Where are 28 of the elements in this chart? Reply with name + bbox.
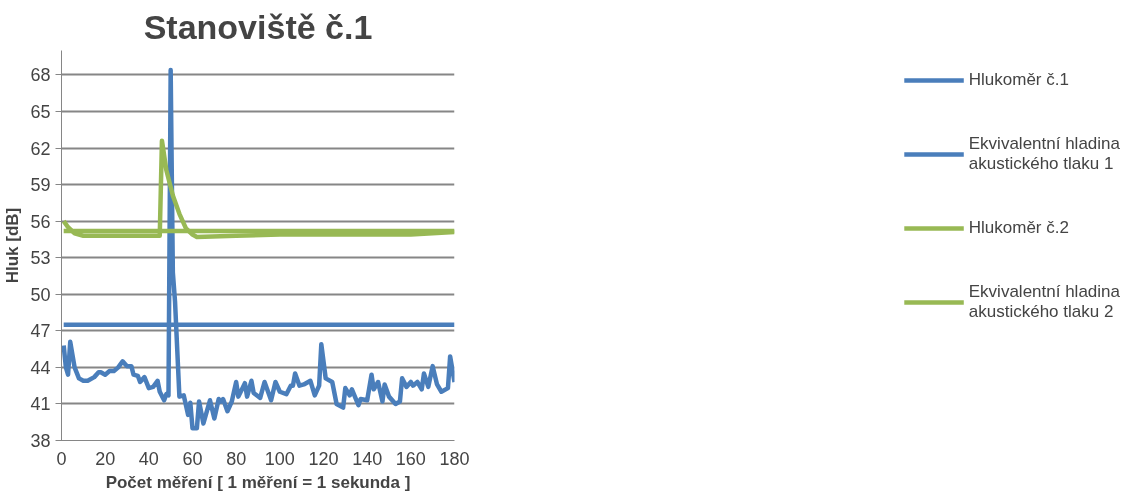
y-tick-label: 56 [30, 211, 51, 232]
x-axis-title: Počet měření [ 1 měření = 1 sekunda ] [105, 472, 411, 492]
y-tick-label: 53 [30, 248, 51, 269]
x-tick-label: 0 [56, 448, 67, 469]
y-tick-label: 41 [30, 394, 51, 415]
y-tick-label: 47 [30, 321, 51, 342]
chart-title: Stanoviště č.1 [143, 7, 373, 46]
x-tick-label: 100 [264, 448, 295, 469]
x-tick-label: 20 [95, 448, 116, 469]
y-tick-label: 44 [30, 357, 51, 378]
y-tick-label: 59 [30, 175, 51, 196]
y-tick-label: 38 [30, 431, 51, 451]
legend-label: Ekvivalentní hladina akustického tlaku 1 [968, 134, 1120, 174]
x-tick-label: 140 [352, 448, 383, 469]
x-tick-label: 120 [308, 448, 339, 469]
legend-label: Ekvivalentní hladina akustického tlaku 2 [968, 282, 1120, 322]
x-tick-label: 80 [226, 448, 247, 469]
y-tick-label: 50 [30, 284, 51, 305]
x-tick-label: 60 [182, 448, 203, 469]
x-tick-label: 180 [439, 448, 470, 469]
x-tick-label: 160 [395, 448, 426, 469]
legend-label: Hlukoměr č.1 [968, 69, 1069, 91]
y-tick-label: 68 [30, 65, 51, 86]
x-tick-label: 40 [138, 448, 159, 469]
y-tick-label: 62 [30, 138, 51, 159]
legend-label: Hlukoměr č.2 [968, 217, 1069, 239]
y-axis-title: Hluk [dB] [3, 207, 23, 284]
y-tick-label: 65 [30, 101, 51, 122]
